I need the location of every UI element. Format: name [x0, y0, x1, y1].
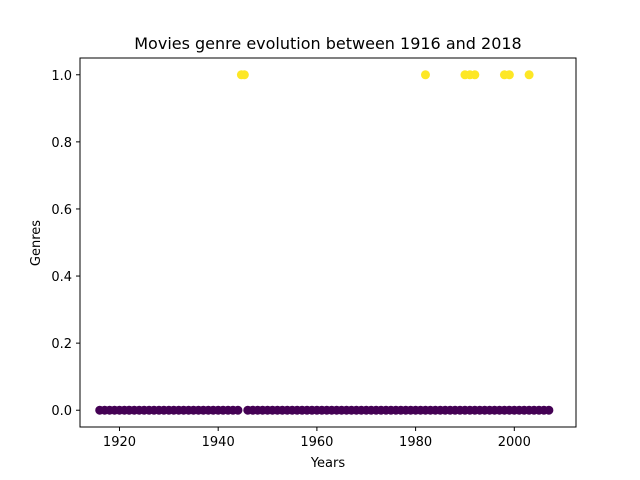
plot-area-frame [79, 57, 577, 428]
data-point [504, 70, 514, 80]
x-tick-label: 2000 [498, 435, 531, 450]
data-point [544, 405, 554, 415]
x-tick-label: 1960 [300, 435, 333, 450]
y-tick-label: 0.0 [51, 404, 72, 419]
y-tick-label: 0.4 [51, 270, 72, 285]
x-tick-label: 1920 [103, 435, 136, 450]
y-axis-label: Genres [29, 220, 44, 266]
data-point [233, 405, 243, 415]
chart-title: Movies genre evolution between 1916 and … [134, 34, 521, 53]
y-tick-label: 0.2 [51, 337, 72, 352]
y-axis: 0.0 0.2 0.4 0.6 0.8 1.0 [51, 69, 80, 419]
y-tick-label: 0.8 [51, 136, 72, 151]
y-tick-label: 1.0 [51, 69, 72, 84]
x-axis: 1920 1940 1960 1980 2000 [103, 427, 531, 450]
data-point [239, 70, 249, 80]
data-point [420, 70, 430, 80]
plot-points [95, 70, 554, 415]
x-tick-label: 1940 [202, 435, 235, 450]
x-tick-label: 1980 [399, 435, 432, 450]
data-point [524, 70, 534, 80]
y-tick-label: 0.6 [51, 203, 72, 218]
data-point [470, 70, 480, 80]
x-axis-label: Years [310, 456, 346, 471]
